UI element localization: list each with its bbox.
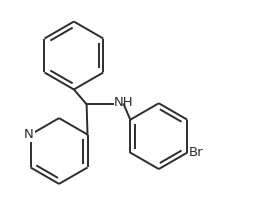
Text: Br: Br — [189, 146, 204, 159]
Text: NH: NH — [114, 96, 134, 109]
Text: N: N — [24, 128, 34, 141]
